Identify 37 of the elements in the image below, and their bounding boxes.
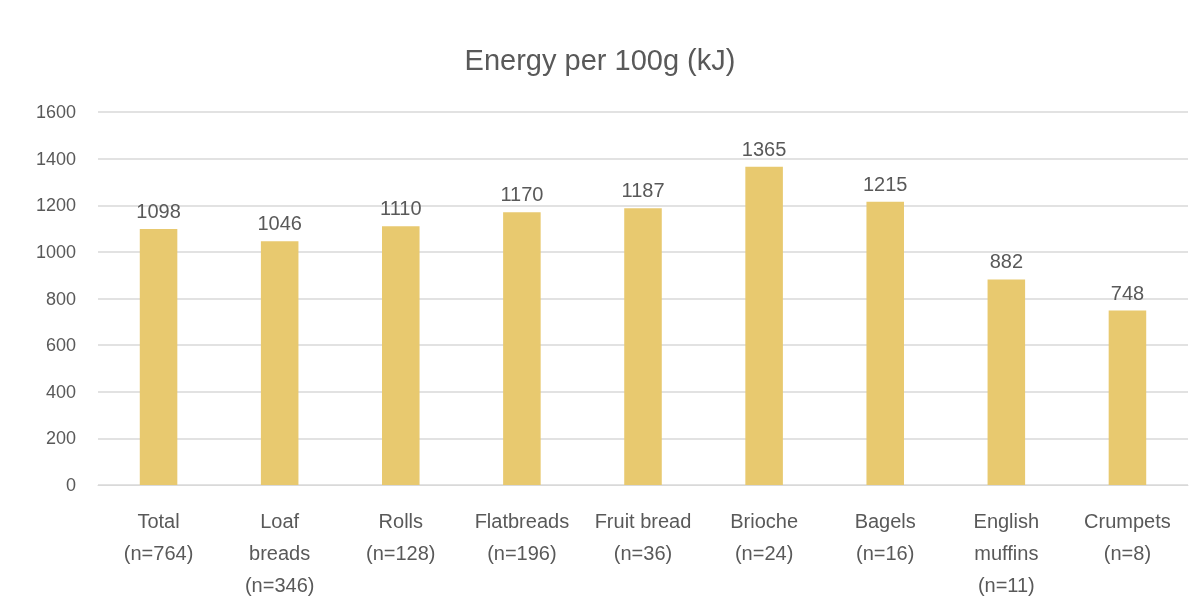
bar: [503, 212, 541, 485]
y-tick-label: 1400: [35, 148, 76, 169]
chart-title: Energy per 100g (kJ): [464, 43, 736, 76]
bar: [987, 279, 1026, 485]
data-label: 1187: [621, 179, 665, 202]
data-label: 1170: [500, 183, 544, 206]
y-tick-label: 600: [45, 335, 76, 356]
bar: [139, 229, 178, 485]
x-tick-label: English muffins (n=11): [973, 510, 1040, 596]
bar: [866, 201, 904, 485]
x-tick-label: Brioche (n=24): [730, 510, 799, 564]
y-tick-label: 200: [45, 428, 76, 449]
bar: [382, 226, 420, 485]
x-tick-label: Crumpets (n=8): [1084, 510, 1171, 564]
y-tick-label: 800: [45, 288, 76, 309]
bar: [1108, 310, 1147, 485]
bar: [745, 166, 783, 485]
bar: [260, 241, 299, 485]
y-tick-label: 1000: [35, 241, 76, 262]
y-tick-label: 1200: [35, 195, 76, 216]
data-label: 1215: [862, 172, 908, 195]
x-tick-label: Bagels (n=16): [854, 510, 916, 564]
x-tick-label: Flatbreads (n=196): [474, 510, 570, 564]
data-label: 1365: [741, 137, 787, 160]
data-label: 1098: [136, 200, 181, 223]
x-tick-label: Fruit bread (n=36): [594, 510, 692, 564]
x-tick-label: Total (n=764): [123, 510, 194, 564]
x-tick-label: Rolls (n=128): [366, 510, 436, 564]
data-label: 1110: [380, 197, 422, 220]
bar: [624, 208, 662, 485]
y-tick-label: 400: [45, 381, 76, 402]
data-label: 748: [1110, 281, 1145, 304]
y-tick-label: 0: [65, 475, 76, 495]
x-tick-label: Loaf breads (n=346): [244, 510, 315, 596]
data-label: 1046: [257, 212, 302, 235]
y-tick-label: 1600: [35, 102, 76, 122]
data-label: 882: [989, 250, 1024, 273]
